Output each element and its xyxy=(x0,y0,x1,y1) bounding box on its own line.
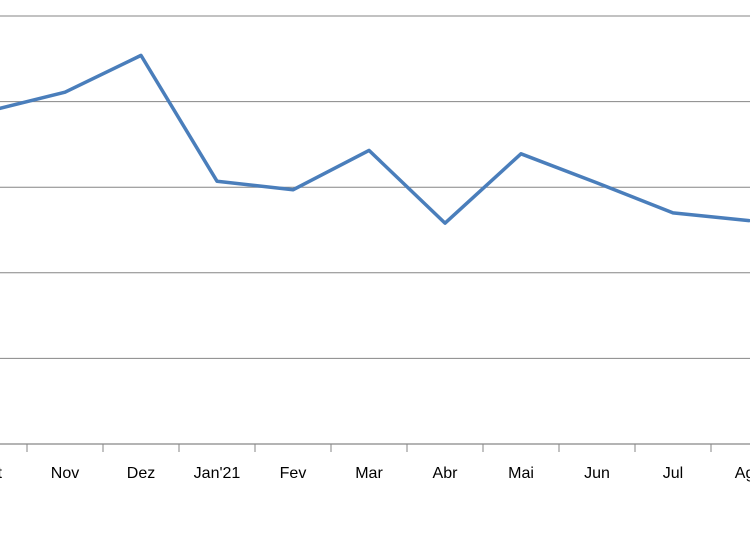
x-tick-label: Dez xyxy=(127,465,155,482)
x-tick-label: Nov xyxy=(51,465,79,482)
x-tick-label: Ago xyxy=(735,465,750,482)
x-tick-label: Mai xyxy=(508,465,534,482)
x-tick-labels: Out Nov Dez Jan'21 Fev Mar Abr Mai Jun Jul Ago xyxy=(0,465,750,482)
x-axis xyxy=(0,443,750,452)
x-tick-label: Fev xyxy=(280,465,307,482)
x-tick-label: Abr xyxy=(433,465,459,482)
x-tick-label: Jan'21 xyxy=(194,465,241,482)
x-tick-label: Jul xyxy=(663,465,683,482)
series-line xyxy=(0,53,750,225)
gridlines xyxy=(0,15,750,359)
x-tick-label: Mar xyxy=(355,465,383,482)
x-tick-label: Jun xyxy=(584,465,610,482)
x-tick-label: Out xyxy=(0,465,2,482)
series xyxy=(0,53,750,225)
